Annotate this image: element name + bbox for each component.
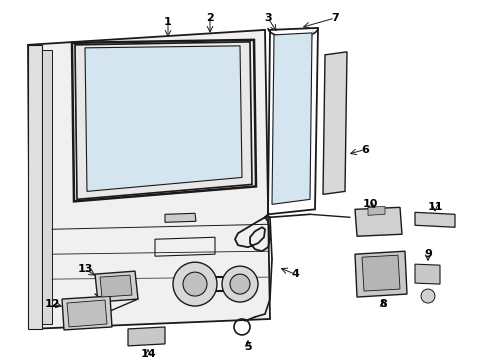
Polygon shape xyxy=(165,213,196,222)
Text: 3: 3 xyxy=(264,13,272,23)
Circle shape xyxy=(421,289,435,303)
Text: 4: 4 xyxy=(291,269,299,279)
Polygon shape xyxy=(323,52,347,194)
Polygon shape xyxy=(67,300,107,327)
Text: 8: 8 xyxy=(379,299,387,309)
Polygon shape xyxy=(85,46,242,192)
Polygon shape xyxy=(355,251,407,297)
Text: 11: 11 xyxy=(427,202,443,212)
Polygon shape xyxy=(415,264,440,284)
Polygon shape xyxy=(355,207,402,236)
Polygon shape xyxy=(42,50,52,324)
Polygon shape xyxy=(128,327,165,346)
Text: 12: 12 xyxy=(44,299,60,309)
Polygon shape xyxy=(272,33,312,204)
Polygon shape xyxy=(368,206,385,215)
Text: 2: 2 xyxy=(206,13,214,23)
Text: 1: 1 xyxy=(164,17,172,27)
Circle shape xyxy=(173,262,217,306)
Text: 6: 6 xyxy=(361,144,369,154)
Polygon shape xyxy=(75,42,252,199)
Text: 13: 13 xyxy=(77,264,93,274)
Circle shape xyxy=(183,272,207,296)
Circle shape xyxy=(230,274,250,294)
Circle shape xyxy=(222,266,258,302)
Polygon shape xyxy=(362,255,400,291)
Text: 7: 7 xyxy=(331,13,339,23)
Text: 10: 10 xyxy=(362,199,378,210)
Polygon shape xyxy=(28,30,270,329)
Polygon shape xyxy=(100,275,132,297)
Polygon shape xyxy=(95,271,138,302)
Text: 9: 9 xyxy=(424,249,432,259)
Text: 14: 14 xyxy=(140,349,156,359)
Polygon shape xyxy=(62,296,112,330)
Polygon shape xyxy=(28,45,42,329)
Text: 5: 5 xyxy=(244,342,252,352)
Polygon shape xyxy=(415,212,455,227)
